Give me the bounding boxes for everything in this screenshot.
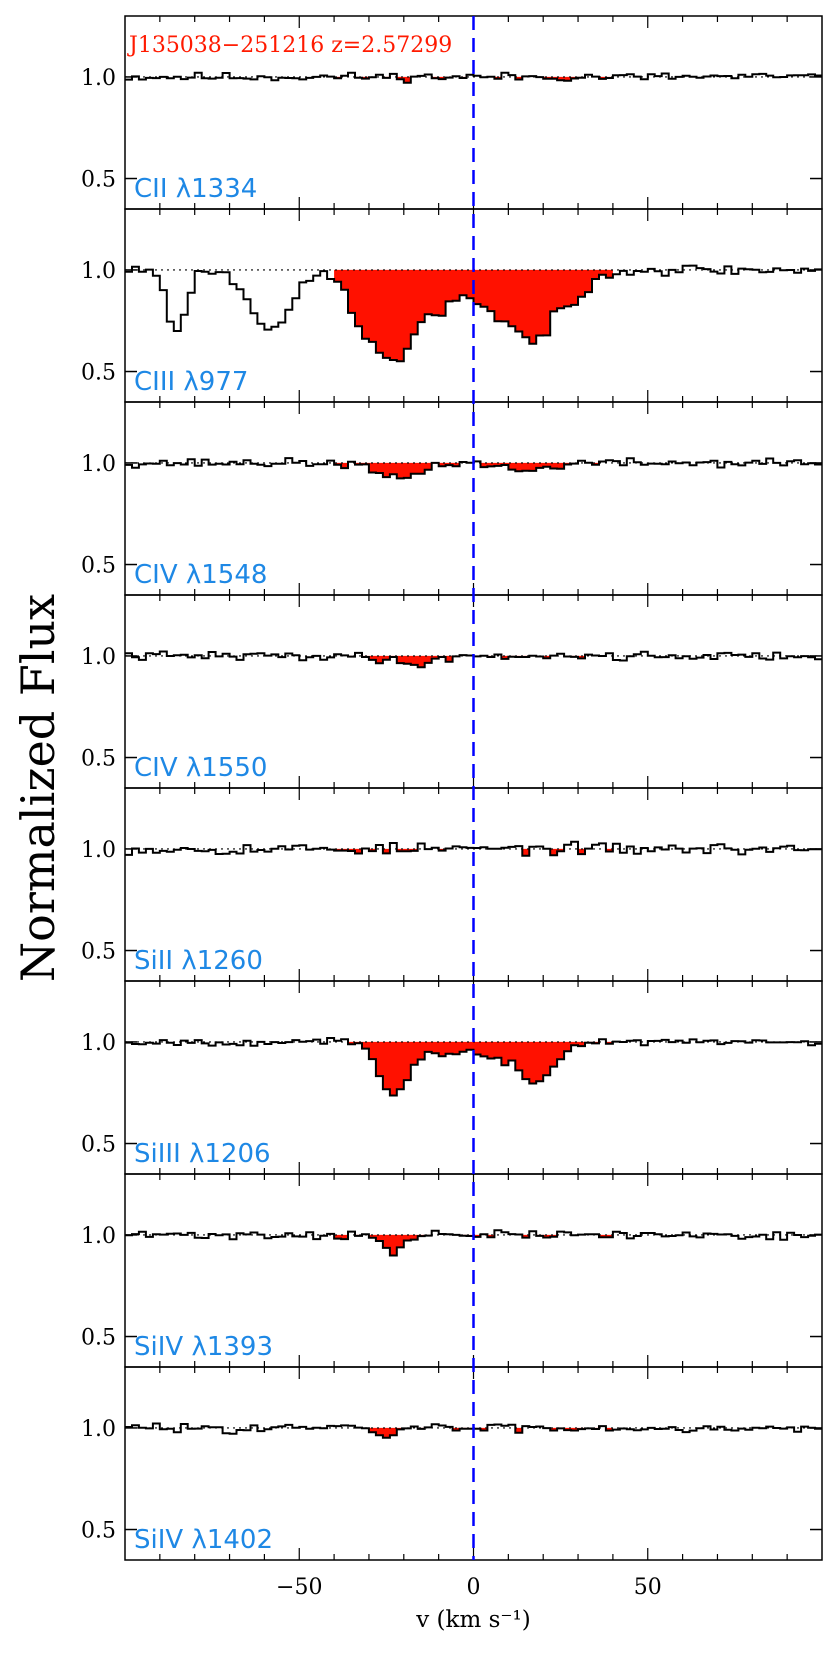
y-tick-label: 0.5: [81, 168, 116, 193]
y-tick-label: 0.5: [81, 1326, 116, 1351]
spectrum-line: [125, 1037, 822, 1097]
x-tick-label: 0: [467, 1575, 481, 1600]
y-tick-label: 0.5: [81, 747, 116, 772]
y-tick-label: 1.0: [81, 66, 116, 91]
y-axis-title: Normalized Flux: [11, 594, 65, 982]
y-tick-label: 1.0: [81, 838, 116, 863]
x-tick-label: 50: [634, 1575, 662, 1600]
y-tick-label: 0.5: [81, 554, 116, 579]
panel-1: 0.5 1.0 CII λ1334: [81, 15, 823, 210]
panel-3: 0.5 1.0 CIV λ1548: [81, 401, 823, 596]
panel-2: 0.5 1.0 CIII λ977: [81, 208, 823, 403]
ion-label: SiII λ1260: [134, 946, 263, 976]
y-tick-label: 1.0: [81, 452, 116, 477]
panel-4: 0.5 1.0 CIV λ1550: [81, 594, 823, 789]
panels-group: 0.5 1.0 CII λ1334 0.5 1.0 CIII λ977 0.5 1.0 CIV …: [81, 15, 823, 1561]
spectrum-line: [125, 1422, 822, 1439]
x-tick-label: −50: [276, 1575, 322, 1600]
spectrum-line: [125, 264, 822, 363]
y-tick-label: 0.5: [81, 1133, 116, 1158]
spectrum-line: [125, 1229, 822, 1257]
absorption-fill: [334, 1041, 613, 1096]
x-axis-title: v (km s⁻¹): [415, 1607, 530, 1633]
panel-8: 0.5 1.0 SiIV λ1402: [81, 1366, 823, 1561]
ion-label: CIV λ1550: [134, 753, 267, 783]
panel-6: 0.5 1.0 SiIII λ1206: [81, 980, 823, 1175]
ion-label: CIV λ1548: [134, 560, 267, 590]
panel-5: 0.5 1.0 SiII λ1260: [81, 787, 823, 982]
y-tick-label: 1.0: [81, 259, 116, 284]
ion-label: SiIII λ1206: [134, 1139, 271, 1169]
ion-label: SiIV λ1393: [134, 1332, 273, 1362]
spectrum-line: [125, 840, 822, 857]
y-tick-label: 1.0: [81, 645, 116, 670]
spectrum-line: [125, 71, 822, 84]
y-tick-label: 1.0: [81, 1417, 116, 1442]
absorption-fill: [334, 269, 613, 362]
x-tick-labels: −50 0 50: [276, 1575, 662, 1600]
object-redshift-title: J135038−251216 z=2.57299: [127, 33, 452, 58]
y-tick-label: 0.5: [81, 940, 116, 965]
ion-label: CII λ1334: [134, 174, 257, 204]
ion-label: SiIV λ1402: [134, 1525, 273, 1555]
y-tick-label: 1.0: [81, 1224, 116, 1249]
y-tick-label: 1.0: [81, 1031, 116, 1056]
y-tick-label: 0.5: [81, 1519, 116, 1544]
ion-label: CIII λ977: [134, 367, 248, 397]
panel-7: 0.5 1.0 SiIV λ1393: [81, 1173, 823, 1368]
y-tick-label: 0.5: [81, 361, 116, 386]
absorption-fill: [334, 655, 613, 668]
absorption-fill: [334, 1427, 613, 1438]
